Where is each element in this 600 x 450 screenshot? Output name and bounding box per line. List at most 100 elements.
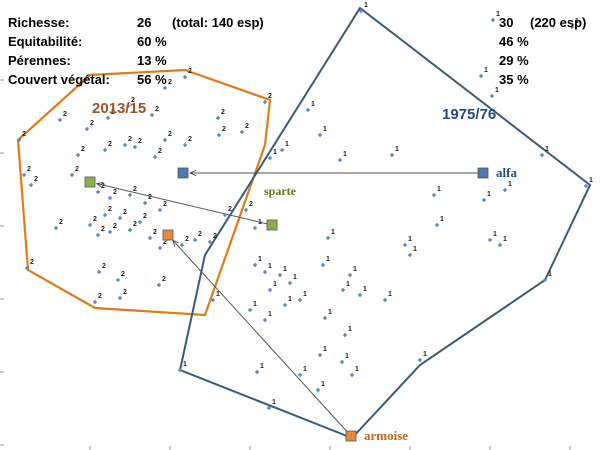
hull-2013-15 <box>16 68 272 317</box>
point-label: 2 <box>90 120 94 127</box>
point <box>478 73 484 79</box>
point-label: 1 <box>283 266 287 273</box>
point-label: 1 <box>328 309 332 316</box>
point-label: 1 <box>323 346 327 353</box>
point-label: 1 <box>311 101 315 108</box>
point-label: 2 <box>162 276 166 283</box>
point <box>24 265 30 271</box>
point <box>317 352 323 358</box>
stat-value-2013: 56 % <box>137 72 167 87</box>
point-label: 2 <box>198 231 202 238</box>
point-label: 2 <box>108 206 112 213</box>
point-label: 1 <box>346 281 350 288</box>
point <box>157 245 163 251</box>
point <box>347 272 353 278</box>
point-label: 2 <box>34 176 38 183</box>
point-label: 1 <box>258 219 262 226</box>
point-label: 1 <box>272 399 276 406</box>
stat-note-1975: (220 esp) <box>530 15 587 30</box>
point <box>267 155 273 161</box>
point-label: 2 <box>101 226 105 233</box>
point <box>282 302 288 308</box>
point-label: 2 <box>133 221 137 228</box>
point <box>407 252 413 258</box>
point-label: 1 <box>345 353 349 360</box>
point <box>497 242 503 248</box>
point <box>569 24 575 30</box>
centroid-sparte-2013-15 <box>84 176 96 188</box>
point <box>262 317 268 323</box>
point <box>28 182 34 188</box>
point <box>215 115 221 121</box>
point <box>325 235 331 241</box>
point <box>340 287 346 293</box>
point-label: 1 <box>331 229 335 236</box>
point-label: 2 <box>111 109 115 116</box>
point <box>266 405 272 411</box>
shift-arrows <box>97 173 483 437</box>
point <box>122 142 128 148</box>
point <box>210 297 216 303</box>
point <box>297 372 303 378</box>
point-label: 2 <box>245 123 249 130</box>
centroid-sparte-1975-76 <box>266 219 278 231</box>
period-label-1975-76: 1975/76 <box>442 106 497 123</box>
point-label: 2 <box>128 136 132 143</box>
point <box>107 195 113 201</box>
point <box>337 157 343 163</box>
point-label: 2 <box>222 126 226 133</box>
point <box>417 357 423 363</box>
point-label: 1 <box>321 381 325 388</box>
point <box>152 154 158 160</box>
point <box>105 115 111 121</box>
point <box>182 74 188 80</box>
point <box>125 103 131 109</box>
point <box>157 207 163 213</box>
point <box>317 132 323 138</box>
point-label: 2 <box>188 136 192 143</box>
arrow-sparte <box>97 184 273 226</box>
centroid-alfa-1975-76 <box>477 167 489 179</box>
point-label: 1 <box>293 274 297 281</box>
point-label: 1 <box>348 326 352 333</box>
species-centroids: alfa sparte armoise <box>84 165 517 443</box>
point <box>277 272 283 278</box>
point-label: 1 <box>326 256 330 263</box>
point-label: 2 <box>221 109 225 116</box>
point-label: 2 <box>268 93 272 100</box>
centroid-armoise-1975-76 <box>345 430 357 442</box>
point-label: 1 <box>423 351 427 358</box>
point <box>127 227 133 233</box>
point <box>287 280 293 286</box>
point-label: 2 <box>213 233 217 240</box>
point <box>21 172 27 178</box>
point <box>315 387 321 393</box>
centroid-label-alfa: alfa <box>496 165 517 180</box>
point-label: 1 <box>343 151 347 158</box>
point-label: 1 <box>408 236 412 243</box>
point-label: 2 <box>75 166 79 173</box>
point <box>539 152 545 158</box>
point <box>102 212 108 218</box>
point <box>53 225 59 231</box>
point <box>102 147 108 153</box>
point <box>137 219 143 225</box>
stat-label: Couvert végétal: <box>8 72 110 87</box>
point-label: 2 <box>249 201 253 208</box>
point-label: 1 <box>495 87 499 94</box>
point <box>431 192 437 198</box>
point <box>87 222 93 228</box>
point-label: 2 <box>138 138 142 145</box>
point <box>320 262 326 268</box>
point <box>95 189 101 195</box>
stat-label: Richesse: <box>8 15 70 30</box>
point <box>402 242 408 248</box>
stat-label: Equitabilité: <box>8 34 83 49</box>
centroid-label-armoise: armoise <box>364 428 408 443</box>
point <box>487 237 493 243</box>
point-label: 2 <box>168 79 172 86</box>
point-label: 1 <box>388 291 392 298</box>
point-label: 2 <box>131 97 135 104</box>
point-label: 1 <box>545 146 549 153</box>
